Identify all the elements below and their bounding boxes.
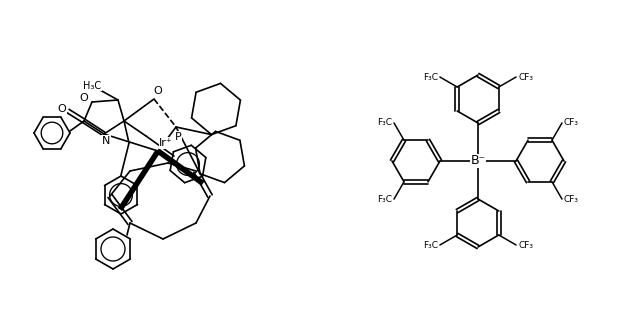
Text: F₃C: F₃C: [423, 72, 438, 81]
Text: CF₃: CF₃: [564, 195, 579, 204]
Text: CF₃: CF₃: [564, 118, 579, 127]
Text: O: O: [79, 93, 88, 103]
Text: F₃C: F₃C: [377, 195, 392, 204]
Text: B⁻: B⁻: [470, 154, 486, 167]
Text: P: P: [175, 132, 181, 142]
Text: H₃C: H₃C: [83, 81, 101, 91]
Text: CF₃: CF₃: [518, 241, 533, 249]
Text: CF₃: CF₃: [518, 72, 533, 81]
Text: O: O: [154, 86, 163, 96]
Text: Ir⁺: Ir⁺: [159, 138, 173, 148]
Text: F₃C: F₃C: [377, 118, 392, 127]
Text: O: O: [58, 104, 67, 114]
Text: F₃C: F₃C: [423, 241, 438, 249]
Text: N: N: [102, 136, 110, 146]
